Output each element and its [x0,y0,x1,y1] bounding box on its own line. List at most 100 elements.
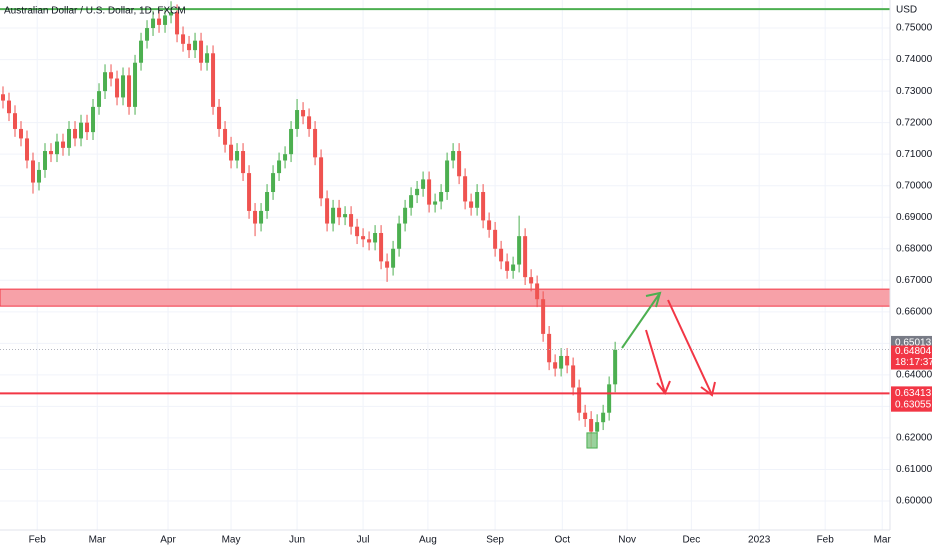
price-tag: 0.63055 [891,397,932,412]
candle-body [145,28,150,41]
candle-body [151,18,156,29]
candle-body [43,151,48,170]
candle-body [499,248,504,262]
candle-body [235,151,240,161]
candle-body [607,384,612,413]
candle-body [109,72,114,79]
candle-body [397,223,402,249]
price-tag-label: 0.65013 [895,338,932,349]
candle-body [229,144,234,161]
candle-body [157,18,162,25]
price-tag-bg [891,386,932,401]
x-tick-label: Mar [874,535,892,546]
candle-body [169,12,174,16]
red-arrow-head [700,381,716,397]
candle-body [481,192,486,221]
candle-body [565,355,570,366]
x-tick-label: Apr [160,535,176,546]
y-tick-label: 0.75000 [896,23,932,34]
candle-body [469,201,474,208]
y-tick-label: 0.72000 [896,117,932,128]
candle-body [475,192,480,208]
candle-body [31,160,36,183]
candle-body [421,179,426,189]
x-tick-label: Dec [682,535,700,546]
candle-body [583,412,588,420]
candle-body [115,78,120,98]
candle-body [427,179,432,205]
price-tag: 0.63413 [891,386,932,401]
y-tick-label: 0.71000 [896,149,932,160]
candle-body [121,75,126,98]
x-tick-label: 2023 [748,535,771,546]
candle-body [511,264,516,271]
candle-body [331,207,336,224]
y-tick-label: 0.68000 [896,243,932,254]
price-tag-label: 0.63055 [895,399,932,410]
candle-body [193,40,198,51]
x-tick-label: Mar [89,535,107,546]
x-tick-label: May [222,535,241,546]
candle-body [577,387,582,413]
y-tick-label: 0.62000 [896,433,932,444]
candle-body [547,333,552,363]
candle-body [313,128,318,158]
candle-body [487,220,492,230]
y-tick-label: 0.60000 [896,496,932,507]
red-arrow [645,329,666,394]
x-tick-label: Nov [618,535,636,546]
candle-body [217,106,222,129]
candle-body [349,214,354,227]
candle-body [277,160,282,174]
candle-body [367,239,372,243]
candle-body [493,229,498,249]
currency-label: USD [896,5,917,16]
candle-body [439,192,444,202]
axis-layer: 0.600000.610000.620000.630000.640000.650… [29,23,932,546]
current-price-bg [891,345,932,370]
candle-body [55,141,60,155]
marks-layer [0,1,890,449]
candle-body [415,188,420,196]
x-tick-label: Aug [419,535,437,546]
green-arrow-head [645,291,662,308]
red-arrow [667,299,713,396]
candle-body [1,94,6,101]
candle-body [385,261,390,268]
candle-body [361,236,366,240]
candle-body [409,195,414,208]
candle-body [259,210,264,224]
candle-body [67,128,72,148]
candle-body [337,207,342,218]
candle-body [205,53,210,63]
y-tick-label: 0.69000 [896,212,932,223]
background-layer [0,0,891,530]
candle-body [595,422,600,432]
candle-body [613,349,618,385]
candle-body [433,201,438,205]
candle-body [25,138,30,161]
candle-body [187,43,192,51]
candle-body [319,157,324,199]
candle-body [517,236,522,265]
green-arrow [621,292,661,349]
candle-body [175,12,180,35]
low-highlight [586,432,598,449]
candle-body [451,151,456,161]
candle-body [457,151,462,177]
candle-body [49,151,54,155]
candle-body [181,34,186,44]
candle-body [295,110,300,129]
candle-body [97,91,102,107]
candle-body [139,40,144,63]
x-tick-label: Feb [817,535,835,546]
candle-body [301,110,306,117]
candle-body [355,226,360,237]
candle-body [589,419,594,432]
candle-body [79,122,84,139]
candle-body [73,128,78,139]
current-price-label: 0.64804 [895,346,932,357]
y-tick-label: 0.61000 [896,464,932,475]
